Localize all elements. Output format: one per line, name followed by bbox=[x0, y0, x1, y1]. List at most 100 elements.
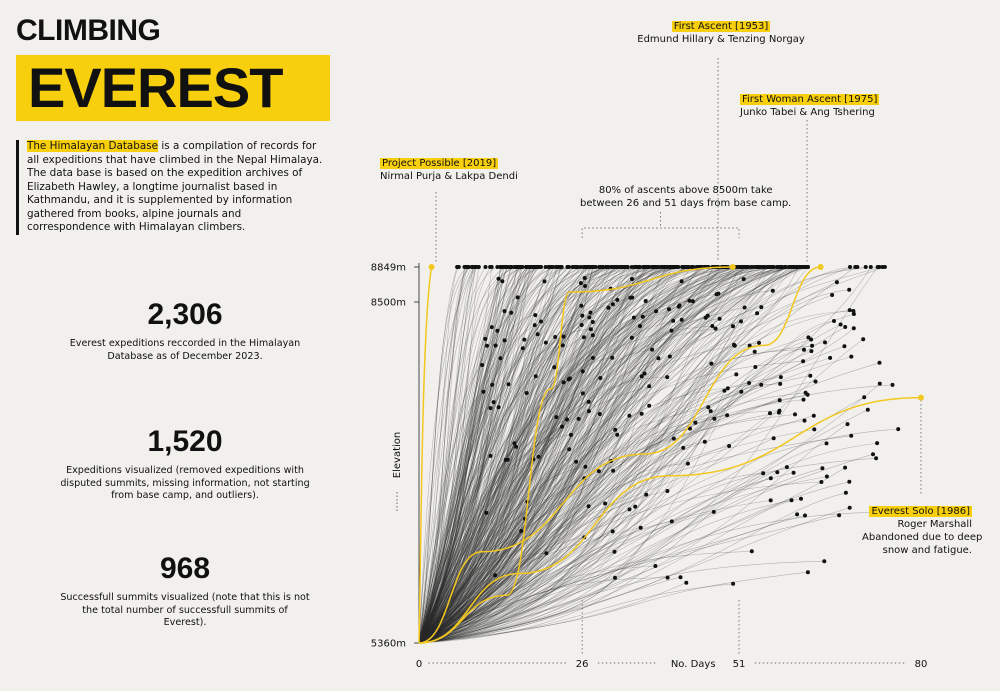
expedition-line bbox=[418, 266, 664, 644]
expedition-line bbox=[418, 266, 537, 644]
expedition-line bbox=[418, 309, 850, 644]
expedition-line bbox=[418, 266, 536, 644]
expedition-line bbox=[418, 266, 561, 644]
expedition-line bbox=[418, 266, 742, 644]
expedition-line bbox=[418, 266, 467, 644]
expedition-endpoint bbox=[480, 363, 485, 367]
x-tick-label: 0 bbox=[416, 659, 422, 670]
expedition-line bbox=[418, 266, 612, 644]
expedition-endpoint bbox=[687, 298, 692, 303]
expedition-line bbox=[418, 348, 523, 644]
expedition-endpoint bbox=[488, 406, 493, 411]
expedition-endpoint bbox=[535, 332, 540, 337]
expedition-line bbox=[418, 266, 735, 644]
expedition-line bbox=[418, 266, 723, 644]
expedition-line bbox=[418, 344, 735, 644]
expedition-endpoint bbox=[838, 322, 843, 327]
expedition-line bbox=[418, 303, 613, 644]
expedition-line bbox=[418, 282, 582, 644]
expedition-line bbox=[418, 266, 539, 644]
expedition-line bbox=[418, 311, 657, 644]
stat-expeditions-visualized: 1,520 Expeditions visualized (removed ex… bbox=[60, 425, 310, 503]
expedition-line bbox=[418, 438, 674, 644]
expedition-line bbox=[418, 266, 670, 644]
expedition-line bbox=[418, 345, 488, 644]
expedition-line bbox=[418, 266, 540, 644]
expedition-line bbox=[418, 266, 577, 644]
expedition-endpoint bbox=[890, 382, 895, 387]
expedition-line bbox=[418, 266, 519, 644]
expedition-line bbox=[418, 266, 740, 644]
expedition-line bbox=[418, 266, 621, 644]
expedition-endpoint bbox=[877, 381, 882, 386]
expedition-endpoint bbox=[759, 382, 764, 387]
expedition-line bbox=[418, 342, 760, 644]
expedition-line bbox=[418, 530, 522, 644]
expedition-line bbox=[418, 266, 558, 644]
stat-expeditions-recorded: 2,306 Everest expeditions reccorded in t… bbox=[60, 298, 310, 363]
expedition-line bbox=[418, 310, 505, 644]
expedition-line bbox=[418, 266, 546, 644]
expedition-line bbox=[418, 460, 612, 644]
expedition-line bbox=[418, 266, 781, 644]
expedition-line bbox=[418, 324, 535, 644]
expedition-endpoint bbox=[571, 265, 575, 269]
expedition-line bbox=[418, 266, 569, 644]
expedition-line bbox=[418, 362, 880, 644]
expedition-endpoint bbox=[481, 389, 486, 394]
expedition-line bbox=[418, 446, 517, 644]
expedition-line bbox=[418, 321, 542, 644]
expedition-line bbox=[418, 266, 655, 644]
y-tick-label: 8500m bbox=[371, 298, 406, 309]
x-tick-label: 26 bbox=[576, 659, 589, 670]
expedition-line bbox=[418, 266, 717, 644]
expedition-line bbox=[418, 266, 505, 644]
expedition-line bbox=[418, 315, 583, 644]
expedition-line bbox=[418, 531, 613, 644]
expedition-line bbox=[418, 266, 746, 644]
expedition-line bbox=[418, 266, 658, 644]
expedition-line bbox=[418, 266, 479, 644]
stat-desc: Everest expeditions reccorded in the Him… bbox=[69, 338, 301, 362]
expedition-endpoint bbox=[896, 427, 901, 432]
expedition-line bbox=[418, 306, 762, 644]
expedition-endpoint bbox=[747, 343, 752, 348]
expedition-line bbox=[418, 266, 637, 644]
expedition-line bbox=[418, 266, 785, 644]
expedition-line bbox=[418, 337, 633, 644]
expedition-endpoint bbox=[784, 465, 789, 470]
expedition-line bbox=[418, 266, 656, 644]
expedition-line bbox=[418, 266, 635, 644]
expedition-line bbox=[418, 278, 633, 644]
expedition-line bbox=[418, 401, 589, 644]
expedition-endpoint bbox=[631, 315, 636, 320]
expedition-line bbox=[418, 391, 484, 644]
expedition-line bbox=[418, 266, 586, 644]
bracket-guide bbox=[581, 227, 740, 238]
expedition-line bbox=[418, 266, 747, 644]
expedition-line bbox=[418, 428, 691, 644]
expedition-line bbox=[418, 266, 568, 644]
expedition-endpoint bbox=[847, 308, 852, 313]
expedition-line bbox=[418, 336, 556, 644]
expedition-endpoint bbox=[799, 496, 803, 501]
expedition-line bbox=[418, 266, 521, 644]
expedition-line bbox=[418, 266, 663, 644]
intro-database-link[interactable]: The Himalayan Database bbox=[27, 140, 159, 152]
expedition-line bbox=[418, 551, 615, 644]
expedition-line bbox=[418, 266, 556, 644]
expedition-endpoint bbox=[801, 359, 806, 364]
expedition-endpoint bbox=[526, 265, 531, 269]
expedition-endpoint bbox=[847, 479, 852, 484]
expedition-endpoint bbox=[578, 265, 583, 269]
expedition-endpoint bbox=[778, 375, 783, 380]
expedition-endpoint bbox=[613, 575, 617, 580]
expedition-endpoint bbox=[771, 436, 776, 441]
expedition-endpoint bbox=[524, 391, 529, 395]
expedition-endpoint bbox=[597, 265, 602, 269]
expedition-line bbox=[418, 290, 773, 644]
expedition-line bbox=[418, 266, 637, 644]
expedition-endpoint bbox=[803, 390, 808, 395]
expedition-line bbox=[418, 503, 606, 644]
expedition-line bbox=[418, 349, 653, 644]
